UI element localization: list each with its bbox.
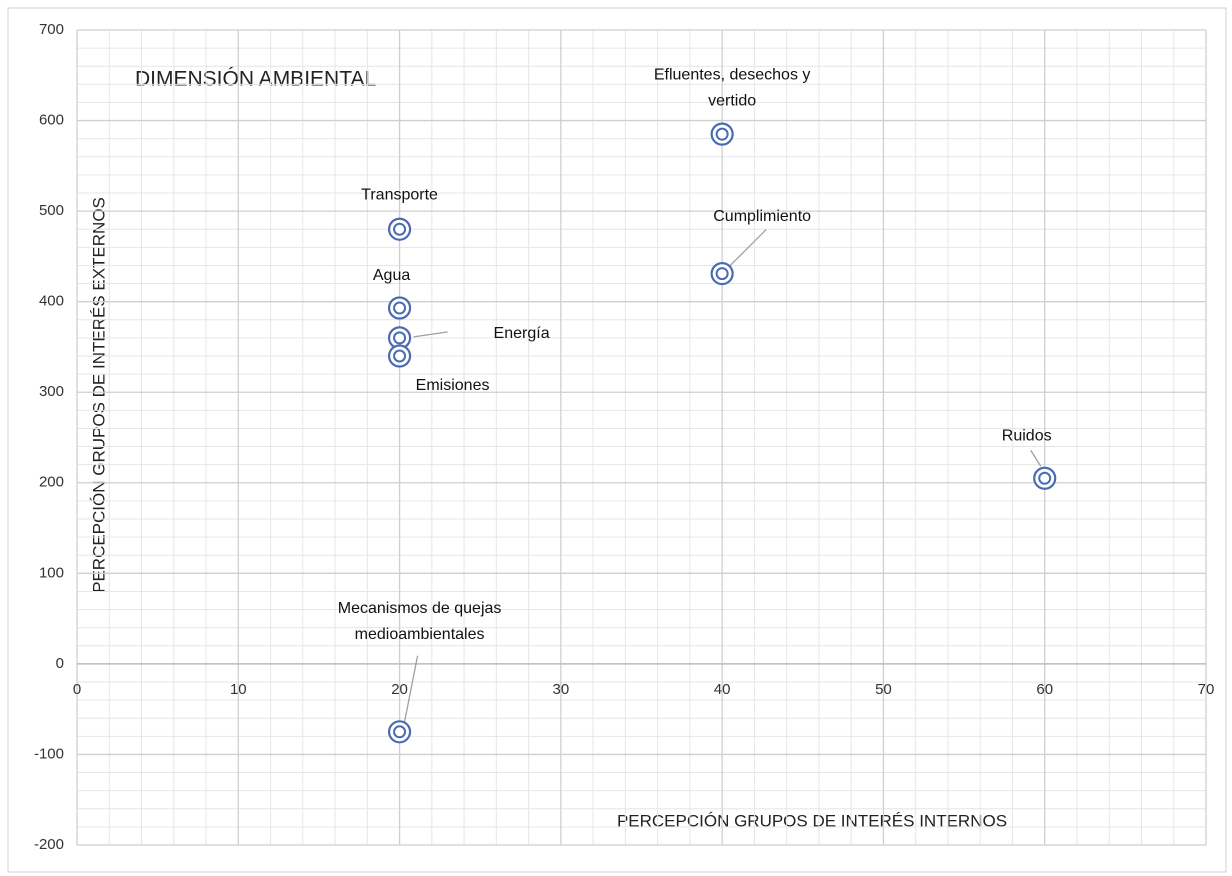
point-label: Efluentes, desechos y [654,66,811,83]
leader-line [403,655,419,722]
point-label: Transporte [361,186,438,203]
marker-inner [393,725,407,739]
plot-area: 0 10 20 30 40 50 60 70 -200 -100 0 100 200 300 400 500 6… [34,21,1214,853]
leader-line [729,229,767,267]
x-tick-label: 70 [1198,681,1215,698]
y-tick-label: 700 [39,21,64,38]
y-tick-label: -100 [34,745,64,762]
point-label: Ruidos [1002,427,1052,444]
marker-inner [393,331,407,345]
y-tick-label: 400 [39,293,64,310]
point-label: Energía [494,325,550,342]
point-label: medioambientales [355,626,485,643]
point-label: vertido [708,92,756,109]
y-tick-label: 0 [56,655,64,672]
x-tick-label: 10 [230,681,247,698]
point-label: Cumplimiento [713,208,811,225]
x-tick-label: 20 [391,681,408,698]
marker-inner [393,222,407,236]
x-tick-label: 50 [875,681,892,698]
marker-inner [393,349,407,363]
y-tick-label: 500 [39,202,64,219]
marker-inner [715,127,729,141]
point-label: Emisiones [416,377,490,394]
chart-frame [7,7,1227,873]
leader-line [1030,449,1042,467]
chart-title: DIMENSIÓN AMBIENTAL [135,68,376,91]
y-tick-label: 200 [39,474,64,491]
point-label: Agua [373,267,410,284]
x-tick-label: 30 [553,681,570,698]
x-axis-title: PERCEPCIÓN GRUPOS DE INTERÉS INTERNOS [617,811,1007,830]
marker-inner [1038,471,1052,485]
y-tick-label: -200 [34,836,64,853]
point-label: Mecanismos de quejas [338,600,502,617]
marker-inner [715,267,729,281]
y-axis-title: PERCEPCIÓN GRUPOS DE INTERÉS EXTERNOS [89,197,108,593]
x-tick-label: 40 [714,681,731,698]
x-tick-label: 60 [1036,681,1053,698]
x-tick-label: 0 [73,681,81,698]
marker-inner [393,301,407,315]
y-tick-label: 100 [39,564,64,581]
y-tick-label: 600 [39,112,64,129]
leader-line [413,331,448,338]
y-tick-label: 300 [39,383,64,400]
